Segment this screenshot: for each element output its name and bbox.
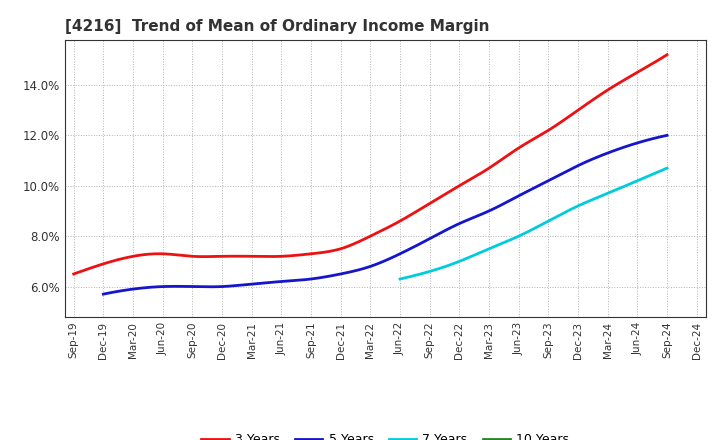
5 Years bbox=[662, 133, 671, 138]
5 Years bbox=[610, 148, 618, 153]
7 Years bbox=[554, 213, 563, 218]
5 Years bbox=[574, 163, 582, 168]
5 Years bbox=[433, 232, 441, 238]
7 Years bbox=[621, 183, 629, 189]
Line: 3 Years: 3 Years bbox=[73, 55, 667, 274]
3 Years bbox=[570, 110, 578, 116]
7 Years bbox=[559, 210, 568, 216]
3 Years bbox=[423, 202, 431, 208]
3 Years bbox=[433, 196, 441, 202]
7 Years bbox=[638, 176, 647, 181]
5 Years bbox=[444, 226, 453, 231]
Legend: 3 Years, 5 Years, 7 Years, 10 Years: 3 Years, 5 Years, 7 Years, 10 Years bbox=[196, 429, 575, 440]
Text: [4216]  Trend of Mean of Ordinary Income Margin: [4216] Trend of Mean of Ordinary Income … bbox=[65, 19, 490, 34]
7 Years bbox=[662, 165, 671, 171]
3 Years bbox=[607, 85, 616, 90]
7 Years bbox=[397, 276, 405, 282]
Line: 7 Years: 7 Years bbox=[400, 168, 667, 279]
3 Years bbox=[71, 271, 80, 276]
3 Years bbox=[662, 52, 671, 57]
5 Years bbox=[435, 231, 444, 236]
7 Years bbox=[396, 276, 405, 282]
5 Years bbox=[99, 291, 108, 297]
5 Years bbox=[101, 291, 109, 297]
Line: 5 Years: 5 Years bbox=[104, 136, 667, 294]
3 Years bbox=[420, 204, 429, 209]
7 Years bbox=[554, 213, 562, 219]
3 Years bbox=[69, 271, 78, 277]
